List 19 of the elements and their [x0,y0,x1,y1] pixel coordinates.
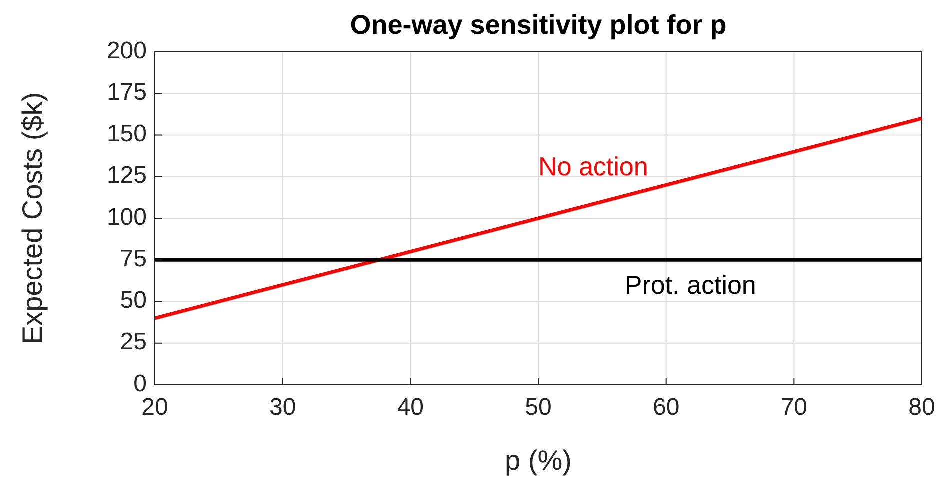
y-tick-label: 50 [120,287,147,314]
x-tick-label: 80 [908,394,936,421]
x-tick-label: 60 [652,394,680,421]
y-tick-label: 100 [106,204,147,231]
x-tick-label: 30 [269,394,296,421]
y-axis-title: Expected Costs ($k) [17,92,48,345]
series-label: No action [538,151,648,182]
y-tick-label: 150 [106,120,147,148]
x-tick-label: 50 [525,394,552,421]
chart-title: One-way sensitivity plot for p [350,10,727,40]
y-tick-label: 75 [120,245,147,272]
x-tick-label: 70 [780,394,808,421]
x-axis-title: p (%) [505,445,572,476]
y-tick-label: 25 [120,328,147,356]
x-tick-label: 40 [397,394,424,421]
y-tick-label: 175 [106,78,147,106]
series-label: Prot. action [624,270,756,300]
y-tick-label: 125 [106,162,147,190]
y-tick-label: 200 [106,37,147,64]
